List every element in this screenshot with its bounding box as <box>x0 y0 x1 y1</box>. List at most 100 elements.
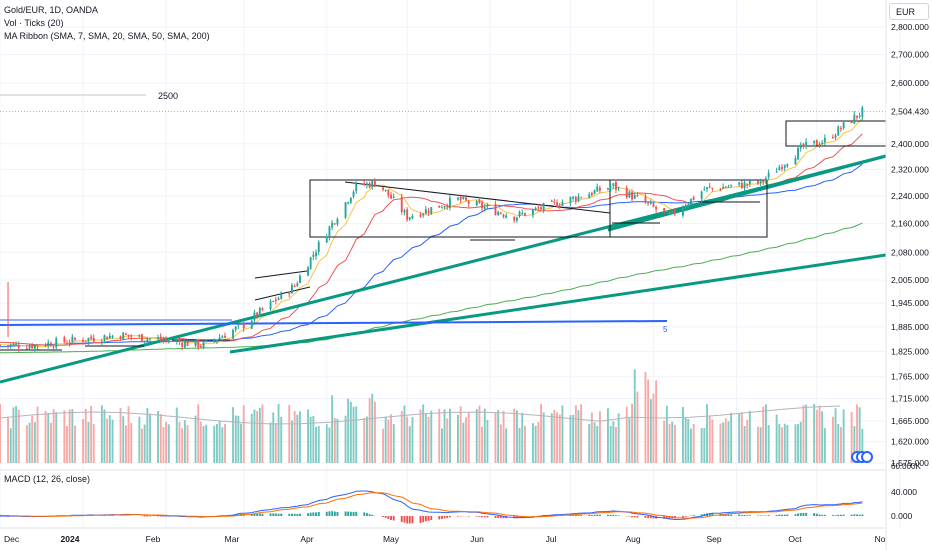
macd-histogram-bar <box>740 515 743 516</box>
volume-bar <box>44 410 47 463</box>
volume-bar <box>165 421 167 463</box>
volume-bar <box>328 427 331 463</box>
volume-bar <box>759 427 762 463</box>
volume-bar <box>312 415 315 463</box>
volume-indicator-icon[interactable] <box>851 451 873 463</box>
volume-bar <box>74 425 76 463</box>
price-tick-label: 1,620.000 <box>891 437 929 447</box>
volume-bar <box>609 426 612 463</box>
candle-body <box>384 189 387 191</box>
macd-histogram-bar <box>727 514 730 516</box>
macd-histogram-bar <box>837 514 840 516</box>
candle-body <box>106 336 109 340</box>
volume-bar <box>462 422 465 463</box>
candle-body <box>325 236 328 243</box>
candle-body <box>832 137 834 139</box>
price-candles[interactable] <box>0 105 864 352</box>
volume-bar <box>400 410 403 463</box>
macd-histogram-bar <box>617 515 620 516</box>
candle-body <box>7 345 9 347</box>
candle-body <box>607 188 609 190</box>
macd-histogram-bar <box>633 516 636 518</box>
volume-bar <box>181 428 184 463</box>
macd-histogram-bar <box>577 514 580 516</box>
macd-histogram-bar <box>269 513 272 516</box>
volume-bar <box>746 420 749 463</box>
symbol-legend[interactable]: Gold/EUR, 1D, OANDA <box>4 5 99 15</box>
candle-body <box>599 187 601 191</box>
macd-histogram-bar <box>253 513 256 516</box>
macd-histogram-bar <box>483 516 486 518</box>
volume-bar <box>631 403 633 463</box>
volume-bar <box>850 412 853 463</box>
macd-histogram-bar <box>307 513 309 516</box>
volume-bar <box>783 423 786 463</box>
volume-bar <box>422 404 425 463</box>
candle-body <box>708 186 711 188</box>
candle-body <box>837 126 840 136</box>
volume-bar <box>607 408 609 463</box>
macd-histogram-bar <box>250 514 253 516</box>
price-and-time-axes[interactable]: 2,800.000 2,700.000 2,600.000 2,504.430 2,40… <box>4 0 932 550</box>
volume-legend[interactable]: Vol · Ticks (20) <box>4 18 64 28</box>
volume-bar <box>127 406 130 463</box>
volume-bar <box>408 426 411 463</box>
macd-histogram-bar <box>832 515 834 516</box>
volume-bar <box>475 409 478 463</box>
volume-bar <box>366 416 368 463</box>
candle-body <box>374 181 376 187</box>
volume-bar <box>186 425 189 463</box>
candle-body <box>368 183 371 188</box>
candle-body <box>706 187 708 189</box>
macd-legend[interactable]: MACD (12, 26, close) <box>4 474 91 484</box>
candle-body <box>850 122 853 123</box>
grid-lines <box>0 0 901 528</box>
volume-bar <box>856 404 858 463</box>
consolidation-box-apr-aug <box>309 179 611 238</box>
candle-body <box>502 214 505 217</box>
candle-body <box>90 336 93 339</box>
macd-histogram-bar <box>615 515 617 516</box>
candle-body <box>119 336 122 339</box>
volume-bar <box>9 428 12 463</box>
volume-bar <box>459 406 462 463</box>
candle-body <box>483 207 486 209</box>
candle-body <box>141 334 143 342</box>
volume-bar <box>387 419 390 463</box>
candle-body <box>183 341 186 348</box>
macd-histogram-bar <box>333 511 336 516</box>
candle-body <box>366 183 368 186</box>
candle-body <box>202 342 205 348</box>
macd-histogram-bar <box>631 516 633 518</box>
volume-bar <box>802 405 805 463</box>
volume-bar <box>446 418 449 463</box>
volume-bar <box>274 423 277 463</box>
volume-bar <box>682 407 684 463</box>
volume-bar <box>325 424 328 463</box>
volume-bar <box>636 391 639 463</box>
volume-bar <box>738 413 741 463</box>
time-tick-label: Jun <box>470 534 484 544</box>
volume-bar <box>781 427 783 463</box>
candle-body <box>127 334 130 337</box>
candle-body <box>840 128 842 130</box>
candle-body <box>590 192 593 195</box>
volume-bar <box>494 412 497 463</box>
candle-body <box>258 308 261 317</box>
volume-bar <box>486 419 489 463</box>
volume-bar <box>580 404 583 463</box>
candle-body <box>149 338 151 340</box>
volume-bar <box>55 412 58 463</box>
price-tick-label: 1,715.000 <box>891 394 929 404</box>
trend-drawings[interactable]: 2500 5 <box>0 91 887 384</box>
currency-label: EUR <box>896 6 916 17</box>
ma-ribbon-legend[interactable]: MA Ribbon (SMA, 7, SMA, 20, SMA, 50, SMA… <box>4 31 210 41</box>
volume-bar <box>668 423 671 463</box>
macd-histogram-bar <box>794 514 797 516</box>
volume-bar <box>537 422 540 463</box>
macd-histogram-bar <box>312 512 315 516</box>
currency-button[interactable]: EUR <box>889 3 929 20</box>
macd-histogram-bar <box>797 513 799 516</box>
candle-body <box>652 203 655 207</box>
